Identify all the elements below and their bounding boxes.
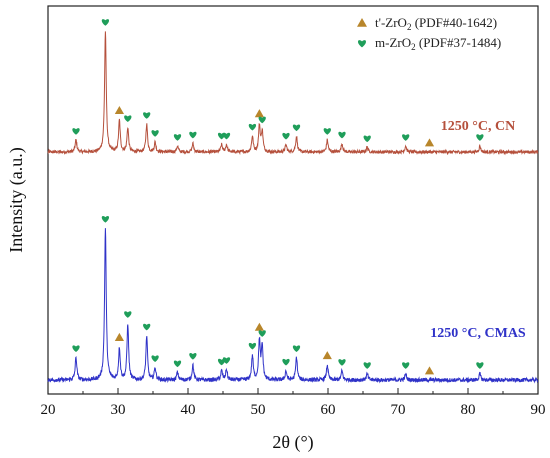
monoclinic-marker (143, 323, 151, 331)
monoclinic-marker (248, 342, 257, 350)
monoclinic-marker (189, 131, 197, 139)
tetragonal-marker (254, 322, 264, 331)
monoclinic-marker (282, 132, 290, 140)
x-tick-label: 20 (41, 402, 56, 418)
tetragonal-marker (424, 366, 435, 375)
x-axis: 20 30 40 50 60 70 80 90 (41, 388, 546, 418)
monoclinic-marker (476, 362, 484, 369)
x-tick-label: 30 (111, 402, 126, 418)
y-axis-title: Intensity (a.u.) (6, 147, 27, 252)
monoclinic-marker (402, 134, 410, 141)
monoclinic-marker (72, 345, 80, 352)
series-label-1: 1250 °C, CMAS (430, 326, 526, 341)
tetragonal-marker (114, 332, 124, 341)
series-line-1 (47, 228, 539, 384)
tetragonal-marker (424, 138, 435, 147)
monoclinic-marker (258, 330, 266, 337)
legend-entry-1: m-ZrO2 (PDF#37-1484) (375, 35, 501, 52)
monoclinic-marker (173, 134, 182, 141)
monoclinic-marker (282, 358, 290, 366)
legend-entry-0: t'-ZrO2 (PDF#40-1642) (375, 15, 497, 32)
monoclinic-marker (292, 124, 301, 132)
monoclinic-marker (101, 216, 110, 223)
monoclinic-marker (476, 134, 484, 141)
x-axis-title: 2θ (°) (272, 432, 313, 453)
series-labels: 1250 °C, CN 1250 °C, CMAS (430, 119, 526, 341)
x-tick-label: 50 (251, 402, 266, 418)
tetragonal-marker (322, 351, 332, 360)
x-tick-label: 40 (181, 402, 196, 418)
monoclinic-marker (338, 131, 346, 139)
monoclinic-marker (248, 123, 257, 131)
monoclinic-marker (338, 359, 346, 366)
peak-markers (72, 19, 484, 375)
monoclinic-marker (222, 357, 231, 364)
monoclinic-marker (402, 362, 410, 369)
legend-triangle-icon (357, 18, 367, 27)
monoclinic-marker (363, 362, 371, 369)
monoclinic-marker (151, 355, 159, 363)
legend: t'-ZrO2 (PDF#40-1642) m-ZrO2 (PDF#37-1484… (357, 15, 501, 52)
monoclinic-marker (124, 311, 132, 318)
monoclinic-marker (173, 360, 182, 368)
monoclinic-marker (222, 132, 231, 140)
monoclinic-marker (101, 19, 110, 26)
x-tick-label: 70 (391, 402, 406, 418)
x-tick-label: 80 (461, 402, 476, 418)
legend-heart-icon (358, 40, 366, 48)
series-layer (47, 31, 539, 384)
monoclinic-marker (323, 128, 331, 135)
tetragonal-marker (114, 105, 124, 115)
monoclinic-marker (363, 135, 371, 143)
monoclinic-marker (72, 128, 80, 135)
monoclinic-marker (189, 353, 197, 360)
monoclinic-marker (151, 130, 159, 137)
tetragonal-marker (254, 109, 264, 118)
series-label-0: 1250 °C, CN (441, 119, 515, 134)
monoclinic-marker (124, 115, 132, 123)
x-tick-label: 90 (531, 402, 546, 418)
series-line-0 (47, 31, 539, 156)
monoclinic-marker (258, 116, 266, 124)
monoclinic-marker (143, 112, 151, 119)
monoclinic-marker (292, 345, 301, 352)
x-tick-label: 60 (321, 402, 336, 418)
